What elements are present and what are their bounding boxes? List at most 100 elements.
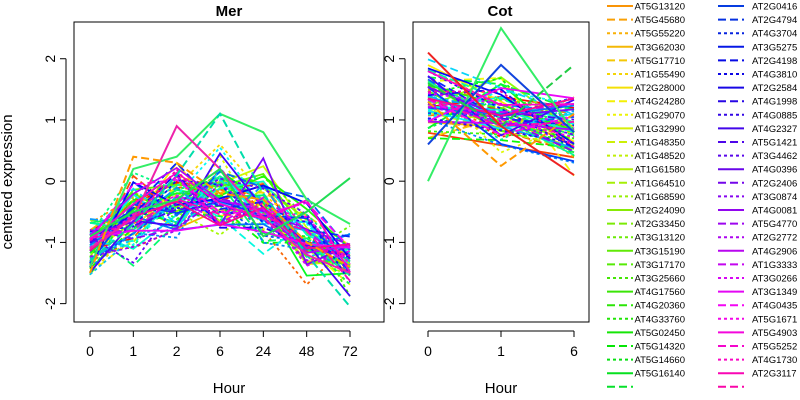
legend-label: AT5G16140 [634, 369, 685, 380]
y-tick-label: -1 [381, 236, 397, 249]
y-tick-label: 0 [381, 177, 397, 185]
legend-label: AT3G62030 [634, 42, 685, 53]
legend-label: AT5G02450 [634, 328, 685, 339]
mer-series-line [89, 204, 351, 260]
mer-series-group [89, 111, 351, 308]
legend-label: AT5G4903 [752, 328, 797, 339]
x-tick-label: 24 [256, 343, 272, 359]
legend-label: AT5G1671 [752, 314, 797, 325]
legend-label: AT2G2772 [752, 233, 797, 244]
mer-title: Mer [216, 3, 243, 20]
y-tick-label: -1 [42, 236, 58, 249]
cot-highlight-line [427, 26, 575, 182]
y-tick-label: 0 [42, 177, 58, 185]
legend-label: AT1G64510 [634, 178, 685, 189]
legend-label: AT3G15190 [634, 246, 685, 257]
cot-xlabel: Hour [485, 380, 518, 397]
cot-series-line [427, 97, 575, 117]
legend-label: AT5G14660 [634, 355, 685, 366]
mer-y-axis: -2 -1 0 1 2 [42, 55, 67, 310]
mer-series-line [89, 194, 351, 265]
cot-series-line [427, 98, 575, 136]
mer-series-line [89, 171, 351, 257]
mer-highlight-line [89, 155, 351, 274]
y-tick-label: -2 [42, 297, 58, 310]
legend-label: AT1G48520 [634, 151, 685, 162]
legend-label: AT5G17710 [634, 56, 685, 67]
legend-label: AT4G20360 [634, 301, 685, 312]
cot-y-axis: -2 -1 0 1 2 [381, 55, 406, 310]
legend-label: AT3G0874 [752, 192, 797, 203]
mer-series-line [89, 181, 351, 262]
y-tick-label: 1 [42, 116, 58, 124]
cot-x-axis: 0 1 6 [424, 330, 578, 359]
cot-panel: Cot -2 -1 0 1 2 0 1 6 Hour [381, 3, 590, 397]
mer-series-line [89, 179, 351, 283]
mer-series-line [89, 146, 351, 273]
legend-label: AT2G4198 [752, 56, 797, 67]
mer-plot-frame [73, 21, 385, 323]
legend-label: AT3G4462 [752, 151, 797, 162]
mer-series-line [89, 180, 351, 255]
y-tick-label: 2 [42, 55, 58, 63]
legend-label: AT2G4794 [752, 15, 797, 26]
x-tick-label: 2 [173, 343, 181, 359]
legend-label: AT1G68590 [634, 192, 685, 203]
mer-highlight-line [89, 167, 351, 238]
legend-label: AT4G33760 [634, 314, 685, 325]
legend-label: AT2G33450 [634, 219, 685, 230]
x-tick-label: 6 [216, 343, 224, 359]
mer-series-line [89, 179, 351, 276]
mer-x-axis: 0 1 2 6 24 48 72 [86, 330, 358, 359]
x-tick-label: 48 [299, 343, 315, 359]
x-tick-label: 1 [129, 343, 137, 359]
legend-label: AT1G61580 [634, 165, 685, 176]
legend-label: AT4G0885 [752, 110, 797, 121]
mer-series-line [89, 198, 351, 262]
legend-label: AT5G1421 [752, 138, 797, 149]
mer-series-line [89, 206, 351, 256]
y-tick-label: 1 [381, 116, 397, 124]
legend: AT5G13120 AT5G45680 AT5G55220 AT3G62030 AT5G… [607, 2, 797, 388]
x-tick-label: 1 [497, 343, 505, 359]
cot-highlight-line [427, 63, 575, 146]
legend-label: AT4G3810 [752, 70, 797, 81]
mer-series-line [89, 166, 351, 254]
mer-xlabel: Hour [213, 380, 246, 397]
legend-label: AT1G48350 [634, 138, 685, 149]
mer-series-line [89, 178, 351, 249]
legend-label: AT5G13120 [634, 2, 685, 13]
cot-series-line [427, 69, 575, 124]
legend-label: AT3G1349 [752, 287, 797, 298]
legend-label: AT3G5275 [752, 42, 797, 53]
legend-label: AT4G2327 [752, 124, 797, 135]
y-tick-label: -2 [381, 297, 397, 310]
legend-label: AT5G55220 [634, 29, 685, 40]
cot-plot-frame [412, 21, 590, 323]
cot-title: Cot [488, 3, 513, 20]
legend-label: AT2G0416 [752, 2, 797, 13]
legend-label: AT4G1730 [752, 355, 797, 366]
legend-label: AT2G2406 [752, 178, 797, 189]
mer-series-line [89, 198, 351, 282]
legend-label: AT4G0081 [752, 206, 797, 217]
mer-series-line [89, 181, 351, 269]
x-tick-label: 72 [342, 343, 358, 359]
legend-label: AT1G3333 [752, 260, 797, 271]
legend-label: AT1G32990 [634, 124, 685, 135]
cot-series-line [427, 90, 575, 148]
y-tick-label: 2 [381, 55, 397, 63]
x-tick-label: 0 [424, 343, 432, 359]
legend-label: AT4G0396 [752, 165, 797, 176]
mer-series-line [89, 174, 351, 266]
cot-series-line [427, 131, 575, 159]
x-tick-label: 6 [570, 343, 578, 359]
legend-label: AT2G2584 [752, 83, 797, 94]
legend-label: AT2G28000 [634, 83, 685, 94]
legend-label: AT1G55490 [634, 70, 685, 81]
x-tick-label: 0 [86, 343, 94, 359]
mer-ylabel: centered expression [0, 114, 16, 249]
legend-label: AT4G2906 [752, 246, 797, 257]
legend-label: AT2G3117 [752, 369, 797, 380]
